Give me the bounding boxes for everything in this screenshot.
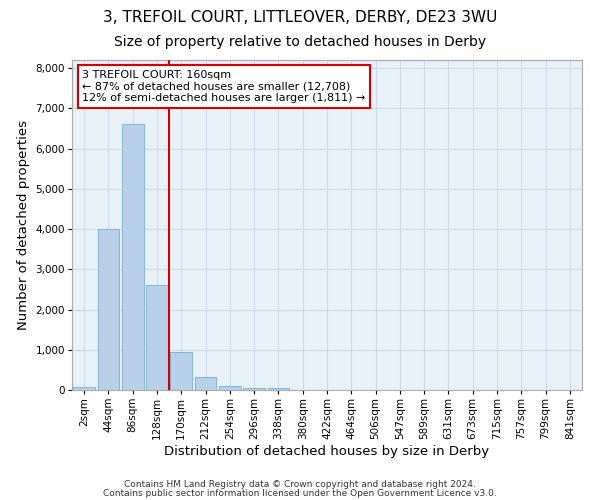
Bar <box>122 124 143 390</box>
Bar <box>170 352 192 390</box>
Bar <box>194 376 217 390</box>
Bar <box>146 286 168 390</box>
X-axis label: Distribution of detached houses by size in Derby: Distribution of detached houses by size … <box>164 444 490 458</box>
Text: Contains public sector information licensed under the Open Government Licence v3: Contains public sector information licen… <box>103 488 497 498</box>
Text: 3, TREFOIL COURT, LITTLEOVER, DERBY, DE23 3WU: 3, TREFOIL COURT, LITTLEOVER, DERBY, DE2… <box>103 10 497 25</box>
Y-axis label: Number of detached properties: Number of detached properties <box>17 120 30 330</box>
Bar <box>219 386 241 390</box>
Text: Contains HM Land Registry data © Crown copyright and database right 2024.: Contains HM Land Registry data © Crown c… <box>124 480 476 489</box>
Text: Size of property relative to detached houses in Derby: Size of property relative to detached ho… <box>114 35 486 49</box>
Bar <box>268 388 289 390</box>
Bar <box>73 387 95 390</box>
Bar <box>97 229 119 390</box>
Text: 3 TREFOIL COURT: 160sqm
← 87% of detached houses are smaller (12,708)
12% of sem: 3 TREFOIL COURT: 160sqm ← 87% of detache… <box>82 70 365 103</box>
Bar <box>243 388 265 390</box>
